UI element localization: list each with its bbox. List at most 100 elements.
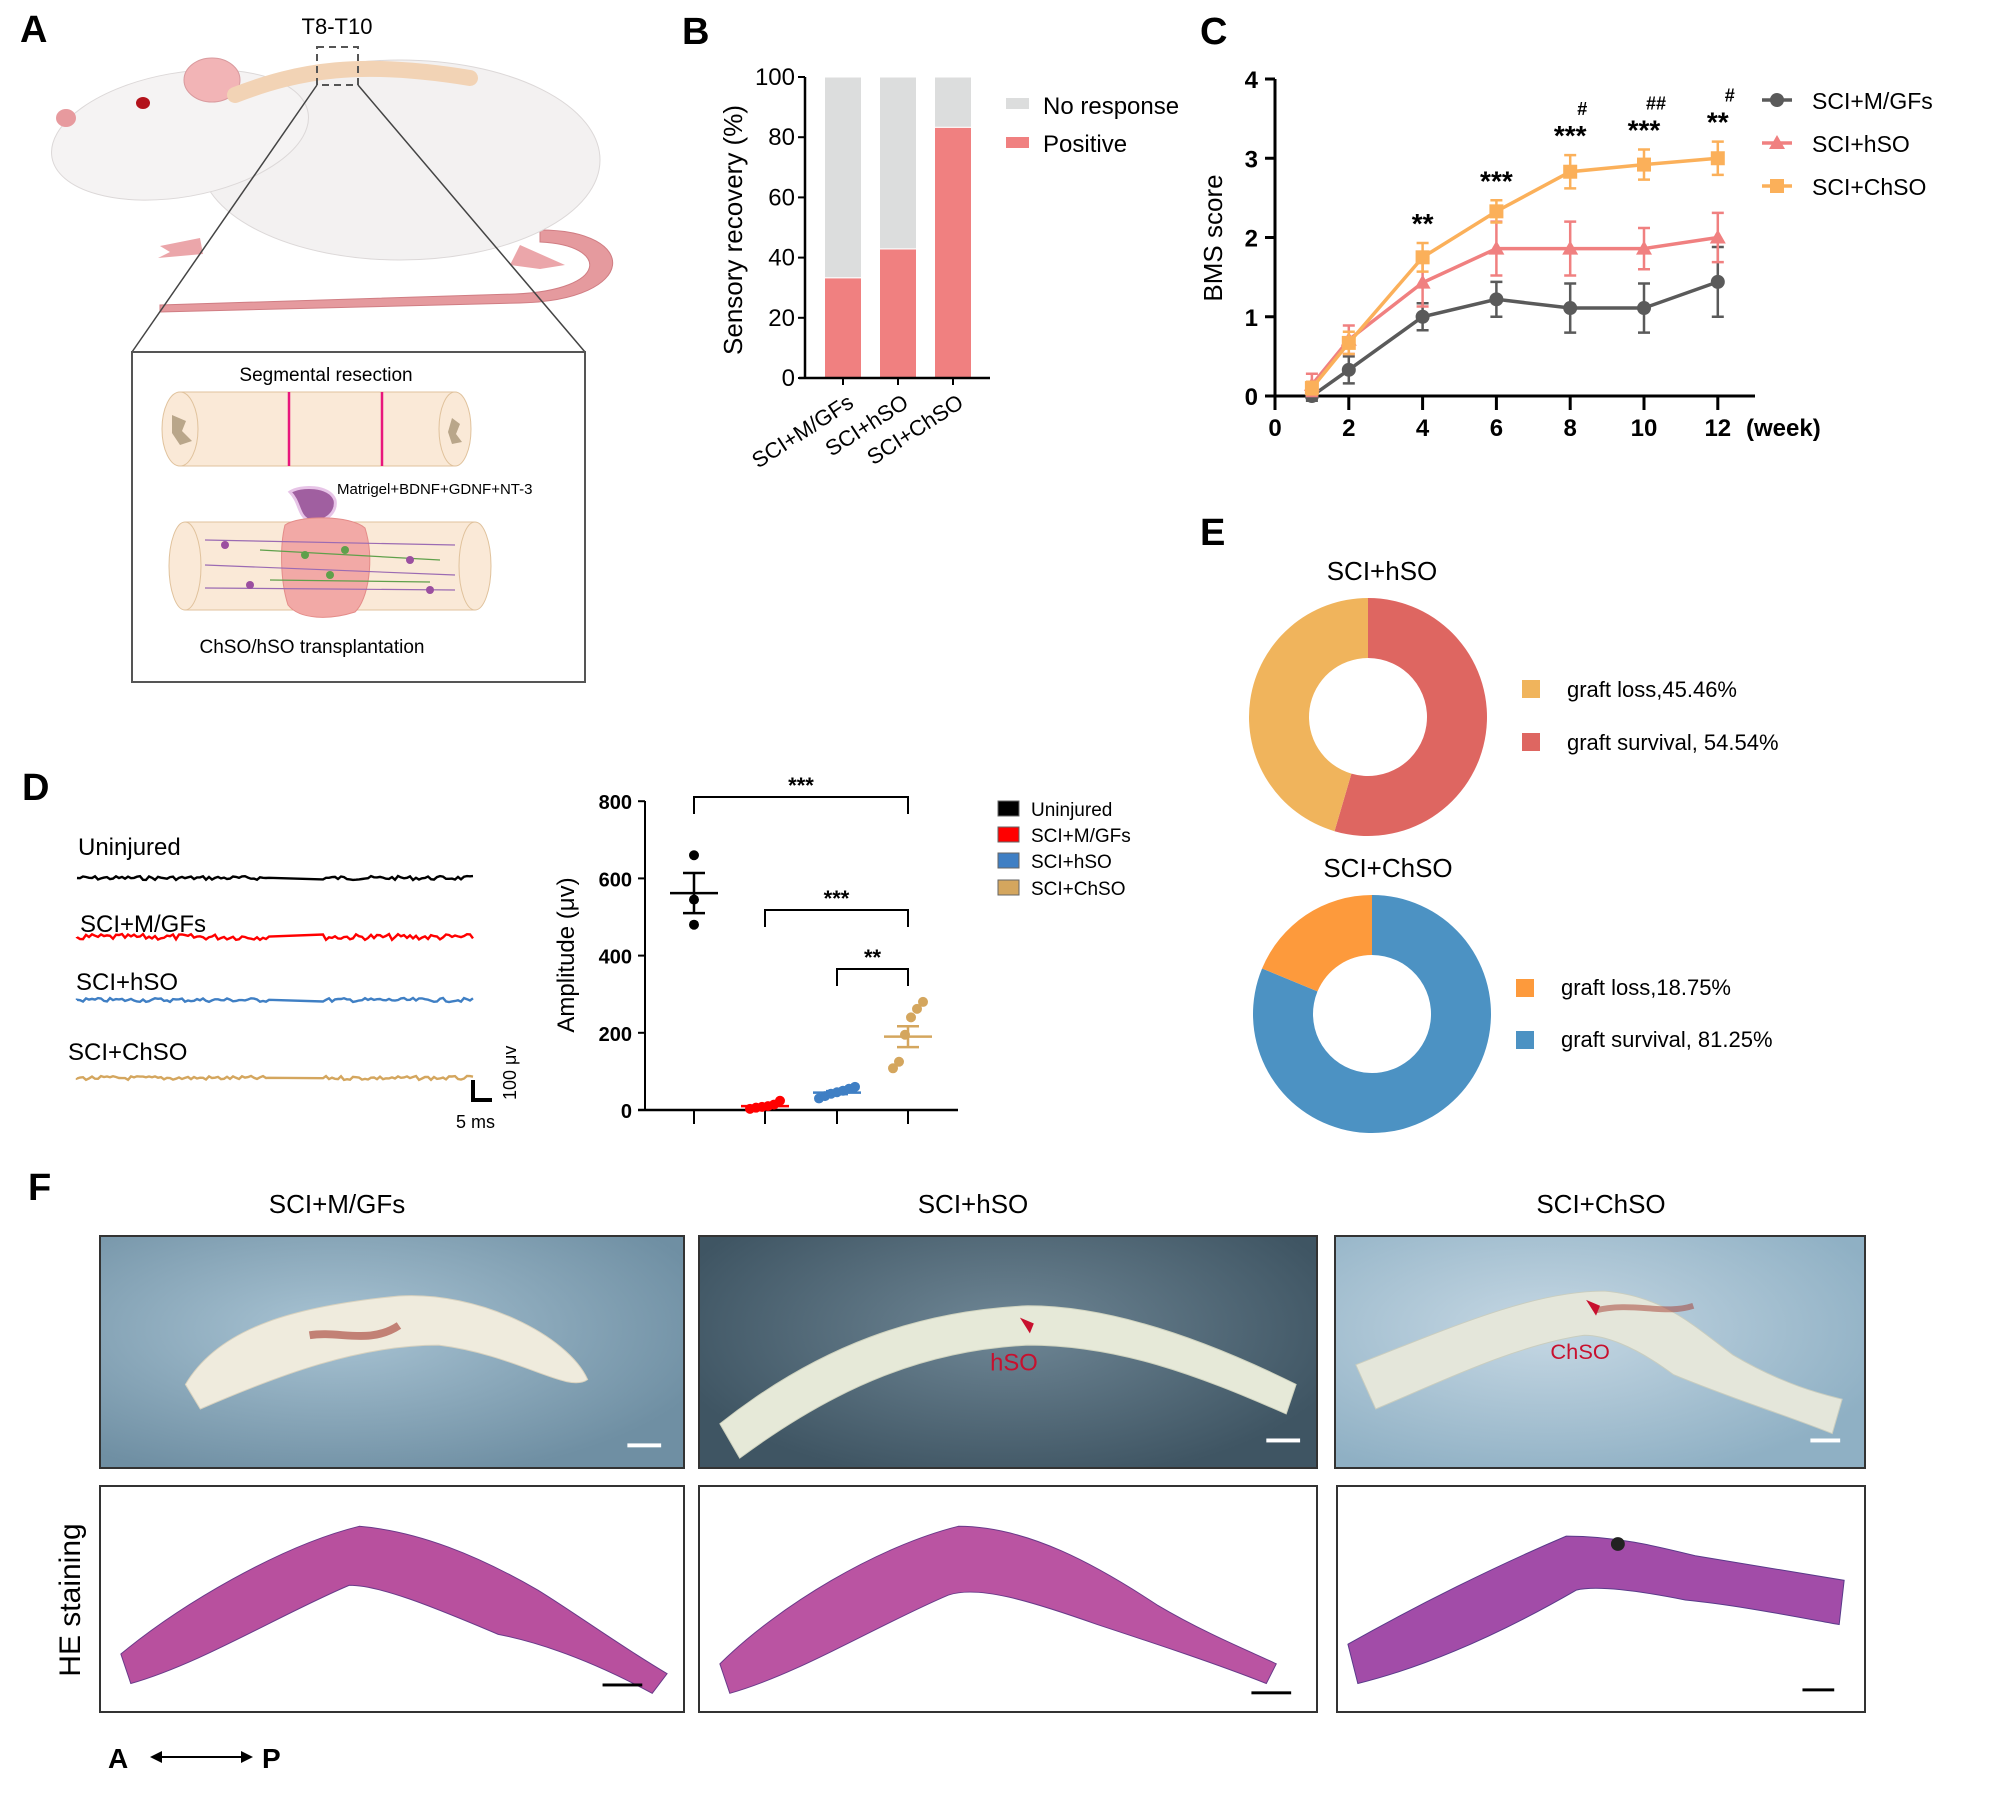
chso-annotation: ChSO	[1550, 1339, 1609, 1364]
significance-stars: **	[864, 945, 882, 970]
legend-swatch-no-response	[1006, 98, 1029, 109]
y-tick-label: 0	[782, 365, 795, 392]
data-point	[689, 919, 699, 930]
evoked-potential-traces: Uninjured SCI+M/GFs SCI+hSO SCI+ChSO 5 m…	[68, 834, 520, 1132]
he-section-hso	[698, 1485, 1318, 1713]
bar-positive	[934, 126, 972, 379]
legend-label: SCI+M/GFs	[1031, 826, 1131, 847]
point-sci-chso	[1637, 157, 1651, 172]
data-point	[888, 1063, 898, 1074]
point-sci-m-gfs	[1415, 309, 1430, 324]
y-tick-label: 4	[1245, 67, 1259, 94]
y-tick-label: 3	[1245, 146, 1258, 173]
f-col-title-mgfs: SCI+M/GFs	[269, 1189, 406, 1219]
data-point	[894, 1056, 904, 1067]
y-tick-label: 600	[599, 869, 632, 891]
he-section-chso	[1336, 1485, 1866, 1713]
legend-swatch-positive	[1006, 137, 1029, 148]
sensory-recovery-chart: Sensory recovery (%) No response Positiv…	[718, 64, 1179, 473]
y-tick-label: 2	[1245, 226, 1258, 253]
legend-swatch	[997, 800, 1020, 817]
mean-sem-bar	[813, 1089, 861, 1096]
donut-slice-survival	[1334, 598, 1487, 837]
x-tick-label: 8	[1564, 415, 1577, 442]
significance-hash: #	[1725, 86, 1735, 106]
significance-hash: ##	[1646, 94, 1666, 114]
significance-stars: ***	[1480, 165, 1513, 196]
posterior-label: P	[262, 1743, 281, 1774]
data-point	[689, 850, 699, 861]
significance-bracket	[693, 796, 909, 814]
x-tick-label: 0	[1268, 415, 1281, 442]
panel-label-e: E	[1200, 512, 1225, 554]
x-tick-label: 10	[1631, 415, 1658, 442]
legend-label: Uninjured	[1031, 800, 1112, 821]
bar-no-response	[934, 76, 972, 128]
point-sci-hso	[1709, 229, 1726, 244]
he-section-mgfs	[99, 1485, 685, 1713]
point-sci-m-gfs	[1341, 362, 1356, 377]
data-point	[912, 1003, 922, 1014]
y-tick-label: 20	[768, 305, 795, 332]
e2-legend-loss: graft loss,18.75%	[1561, 975, 1731, 1000]
photo-hso-gross: hSO	[698, 1235, 1318, 1469]
significance-stars: ***	[1628, 115, 1661, 146]
line-sci-m-gfs	[1310, 280, 1719, 398]
y-tick-label: 60	[768, 184, 795, 211]
legend-swatch	[1516, 979, 1534, 997]
zoom-line-left	[131, 84, 318, 353]
he-staining-label: HE staining	[54, 1523, 87, 1676]
f-col-title-hso: SCI+hSO	[918, 1189, 1029, 1219]
bar-positive	[824, 277, 862, 379]
c-xunit: (week)	[1746, 415, 1821, 442]
legend-swatch	[1522, 680, 1540, 698]
point-sci-hso	[1562, 240, 1579, 255]
amplitude-scatter-chart: Amplitude (μv) 0 200 400 600 800 Uninjured SCI…	[553, 773, 1131, 1124]
y-tick-label: 0	[621, 1101, 632, 1123]
spinal-level-label: T8-T10	[302, 14, 373, 39]
trace-uninjured	[76, 874, 474, 882]
significance-stars: ***	[1554, 120, 1587, 151]
data-point	[850, 1081, 860, 1092]
point-sci-hso	[1414, 274, 1431, 289]
point-sci-m-gfs	[1489, 292, 1504, 307]
spinal-segment-box	[316, 46, 359, 86]
zoom-line-right	[357, 84, 586, 353]
y-tick-label: 400	[599, 947, 632, 969]
trace-sci-m-gfs	[75, 932, 474, 942]
rat-paws	[158, 238, 565, 269]
e1-legend-survival: graft survival, 54.54%	[1567, 730, 1779, 755]
e2-title: SCI+ChSO	[1323, 853, 1452, 883]
point-sci-chso	[1710, 151, 1725, 166]
scale-amp-label: 100 μv	[500, 1046, 520, 1100]
bar-no-response	[824, 76, 862, 279]
legend-swatch	[997, 879, 1020, 896]
significance-bracket	[836, 968, 909, 986]
donut-slice-loss	[1262, 895, 1372, 992]
x-tick-label: 6	[1490, 415, 1503, 442]
rat-nose	[56, 109, 76, 127]
significance-hash: #	[1577, 99, 1587, 119]
b-legend-no-response: No response	[1043, 93, 1179, 120]
significance-stars: ***	[788, 773, 814, 798]
anterior-label: A	[108, 1743, 128, 1774]
legend-swatch	[997, 826, 1020, 843]
point-sci-chso	[1304, 381, 1319, 396]
b-legend-positive: Positive	[1043, 131, 1127, 158]
rat-tail	[159, 229, 613, 313]
transplantation-label: ChSO/hSO transplantation	[200, 637, 425, 658]
donut-slice-loss	[1249, 598, 1368, 832]
legend-label: SCI+hSO	[1031, 852, 1112, 873]
scale-bar	[471, 1080, 492, 1102]
y-tick-label: 800	[599, 792, 632, 814]
point-sci-hso	[1488, 240, 1505, 255]
rat-ear	[183, 57, 241, 103]
mean-sem-bar	[670, 871, 718, 915]
y-tick-label: 100	[755, 64, 795, 91]
significance-stars: **	[1707, 107, 1729, 138]
e1-title: SCI+hSO	[1327, 556, 1438, 586]
mean-sem-bar	[741, 1103, 789, 1109]
legend-swatch	[1522, 733, 1540, 751]
